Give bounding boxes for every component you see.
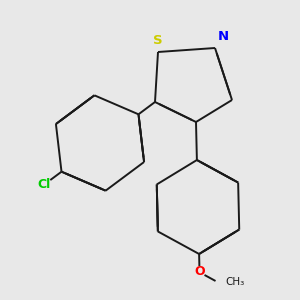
- Text: Cl: Cl: [37, 178, 50, 191]
- Text: N: N: [218, 29, 229, 43]
- Text: CH₃: CH₃: [226, 277, 245, 287]
- Text: O: O: [194, 266, 205, 278]
- Text: S: S: [153, 34, 163, 46]
